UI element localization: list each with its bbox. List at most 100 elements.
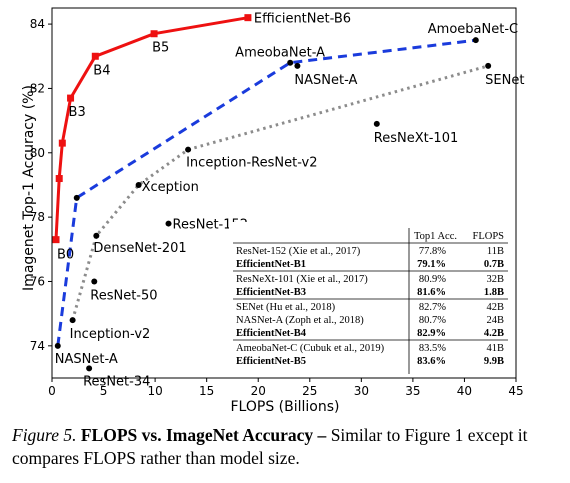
point-label: ResNet-34 bbox=[83, 374, 150, 389]
axes: 0 5 10 15 20 25 30 35 40 45 74 76 78 80 82 84 bbox=[30, 7, 524, 398]
table-background bbox=[229, 222, 514, 368]
caption-title: FLOPS vs. ImageNet Accuracy – bbox=[80, 425, 327, 445]
point-label: B5 bbox=[152, 41, 169, 56]
series-point bbox=[73, 194, 80, 201]
point-label: Inception-v2 bbox=[70, 327, 151, 342]
point-label: B0 bbox=[57, 248, 74, 263]
series-line bbox=[56, 38, 476, 346]
series-point bbox=[58, 139, 66, 147]
model-point bbox=[165, 220, 172, 227]
table-cell-flops: 9.9B bbox=[484, 356, 504, 367]
series-point bbox=[135, 181, 142, 188]
series-dashed-blue bbox=[54, 37, 479, 349]
series-layer bbox=[52, 14, 492, 349]
table-cell-acc: 83.5% bbox=[419, 343, 446, 354]
point-label: AmoebaNet-C bbox=[428, 22, 518, 37]
x-tick-label: 40 bbox=[457, 384, 472, 398]
x-tick-label: 45 bbox=[508, 384, 523, 398]
point-label: DenseNet-201 bbox=[93, 241, 186, 256]
table-cell-model: EfficientNet-B5 bbox=[236, 356, 306, 367]
y-tick-label: 82 bbox=[30, 81, 45, 95]
point-label: NASNet-A bbox=[294, 73, 357, 88]
point-label: ResNeXt-101 bbox=[374, 131, 458, 146]
table-cell-flops: 11B bbox=[487, 246, 504, 257]
point-label: B4 bbox=[93, 63, 110, 78]
standalone-points bbox=[86, 62, 380, 372]
series-dotted-gray bbox=[69, 62, 492, 324]
table-cell-model: EfficientNet-B4 bbox=[236, 328, 307, 339]
table-cell-flops: 1.8B bbox=[484, 287, 504, 298]
table-header-flops: FLOPS bbox=[472, 231, 504, 242]
table-cell-acc: 80.9% bbox=[419, 274, 446, 285]
table-cell-flops: 41B bbox=[486, 343, 504, 354]
point-label: Inception-ResNet-v2 bbox=[186, 156, 317, 171]
table-cell-flops: 4.2B bbox=[484, 328, 504, 339]
table-cell-acc: 82.7% bbox=[419, 302, 446, 313]
series-solid-red-squares bbox=[52, 14, 252, 244]
model-point bbox=[294, 62, 301, 69]
figure-caption: Figure 5. FLOPS vs. ImageNet Accuracy – … bbox=[12, 424, 562, 470]
x-tick-label: 30 bbox=[354, 384, 369, 398]
y-tick-label: 78 bbox=[30, 210, 45, 224]
x-tick-label: 0 bbox=[48, 384, 56, 398]
table-cell-acc: 81.6% bbox=[417, 287, 446, 298]
model-point bbox=[373, 120, 380, 127]
x-axis-label: FLOPS (Billions) bbox=[231, 399, 340, 415]
series-point bbox=[150, 30, 158, 38]
x-tick-label: 20 bbox=[251, 384, 266, 398]
table-cell-acc: 77.8% bbox=[419, 246, 446, 257]
y-tick-label: 80 bbox=[30, 146, 45, 160]
table-cell-model: EfficientNet-B3 bbox=[236, 287, 306, 298]
table-cell-flops: 42B bbox=[486, 302, 504, 313]
table-cell-flops: 32B bbox=[486, 274, 504, 285]
y-tick-label: 74 bbox=[30, 339, 45, 353]
x-tick-label: 15 bbox=[199, 384, 214, 398]
x-tick-label: 5 bbox=[100, 384, 108, 398]
x-tick-label: 25 bbox=[302, 384, 317, 398]
caption-figure-label: Figure 5. bbox=[12, 425, 77, 445]
series-point bbox=[244, 14, 252, 22]
series-point bbox=[91, 52, 99, 60]
x-tick-label: 35 bbox=[405, 384, 420, 398]
table-cell-acc: 80.7% bbox=[419, 315, 446, 326]
point-label: ResNet-50 bbox=[90, 288, 157, 303]
y-tick-label: 76 bbox=[30, 274, 45, 288]
point-label: Xception bbox=[142, 180, 199, 195]
table-cell-model: AmeobaNet-C (Cubuk et al., 2019) bbox=[236, 343, 385, 354]
comparison-table: Top1 Acc. FLOPS ResNet-152 (Xie et al., 20… bbox=[229, 222, 514, 374]
series-point bbox=[69, 317, 76, 324]
table-cell-model: ResNet-152 (Xie et al., 2017) bbox=[236, 246, 361, 257]
y-tick-label: 84 bbox=[30, 17, 45, 31]
series-point bbox=[93, 232, 100, 239]
model-point bbox=[91, 278, 98, 285]
point-label: NASNet-A bbox=[55, 352, 118, 367]
series-point bbox=[472, 37, 479, 44]
series-point bbox=[485, 62, 492, 69]
table-cell-model: SENet (Hu et al., 2018) bbox=[236, 302, 336, 313]
plot-frame bbox=[51, 7, 517, 379]
table-cell-model: EfficientNet-B1 bbox=[236, 259, 306, 270]
table-cell-acc: 82.9% bbox=[417, 328, 446, 339]
series-point bbox=[287, 59, 294, 66]
series-point bbox=[67, 94, 75, 102]
y-axis-label: Imagenet Top-1 Accuracy (%) bbox=[21, 85, 37, 291]
series-point bbox=[185, 146, 192, 153]
caption-text: Similar to Figure 1 except it compares F… bbox=[12, 425, 528, 468]
table-cell-acc: 83.6% bbox=[417, 356, 446, 367]
series-point bbox=[54, 342, 61, 349]
model-point bbox=[86, 365, 93, 372]
x-tick-label: 10 bbox=[147, 384, 162, 398]
table-cell-model: ResNeXt-101 (Xie et al., 2017) bbox=[236, 274, 368, 285]
point-labels: B0 B3 B4 B5 EfficientNet-B6 NASNet-A AmeobaNet… bbox=[55, 12, 525, 390]
table-cell-model: NASNet-A (Zoph et al., 2018) bbox=[236, 315, 364, 326]
series-point bbox=[55, 175, 63, 183]
point-label: SENet bbox=[485, 73, 524, 88]
point-label: B3 bbox=[69, 105, 86, 120]
table-cell-acc: 79.1% bbox=[417, 259, 446, 270]
table-cell-flops: 0.7B bbox=[484, 259, 504, 270]
table-cell-flops: 24B bbox=[486, 315, 504, 326]
point-label: AmeobaNet-A bbox=[235, 46, 325, 61]
point-label: EfficientNet-B6 bbox=[254, 12, 351, 27]
series-point bbox=[52, 236, 60, 244]
